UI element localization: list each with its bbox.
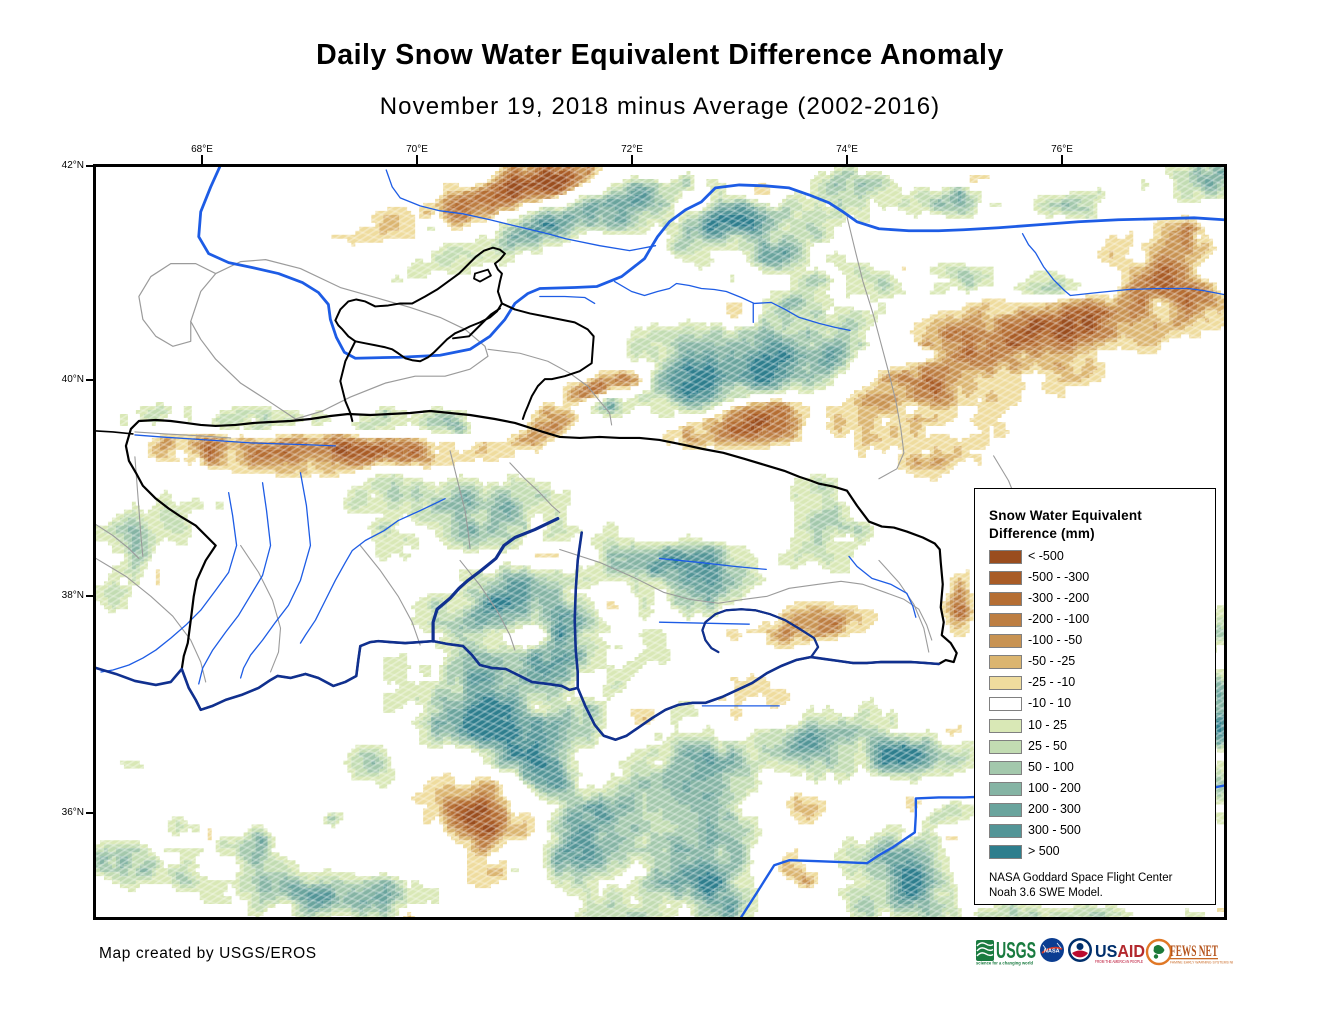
svg-text:FAMINE EARLY WARNING SYSTEMS N: FAMINE EARLY WARNING SYSTEMS NETWORK [1170,961,1233,965]
svg-text:NASA: NASA [1044,949,1060,955]
svg-text:science for a changing world: science for a changing world [976,961,1033,966]
svg-text:USGS: USGS [996,937,1036,963]
svg-text:FROM THE AMERICAN PEOPLE: FROM THE AMERICAN PEOPLE [1095,959,1143,964]
svg-text:FEWS NET: FEWS NET [1170,943,1218,960]
svg-text:USAID: USAID [1095,941,1145,961]
